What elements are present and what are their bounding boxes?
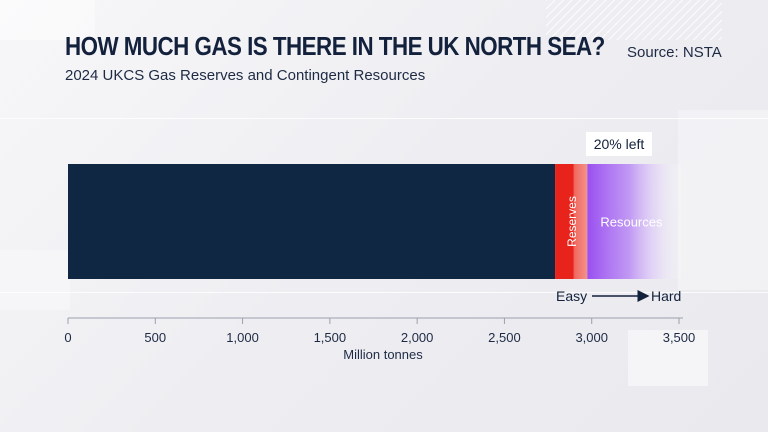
- callout-box: [586, 132, 652, 156]
- chart-subtitle: 2024 UKCS Gas Reserves and Contingent Re…: [65, 67, 426, 84]
- callout-label: 20% left: [594, 136, 645, 152]
- x-tick-label: 2,500: [488, 330, 521, 345]
- x-tick-label: 3,500: [663, 330, 696, 345]
- chart-title: How much gas is there in the UK North Se…: [65, 31, 605, 61]
- bar-segment-used: [68, 164, 556, 279]
- difficulty-scale: Easy Hard: [556, 288, 681, 304]
- bar-segment-resources: [587, 164, 681, 279]
- source-label: Source: NSTA: [627, 44, 722, 61]
- stacked-bar: Reserves Resources: [68, 164, 681, 279]
- x-axis-label: Million tonnes: [343, 347, 423, 362]
- x-tick-label: 1,000: [226, 330, 259, 345]
- scale-start-label: Easy: [556, 288, 587, 304]
- bar-label-reserves: Reserves: [565, 196, 579, 247]
- x-tick-label: 3,000: [575, 330, 608, 345]
- x-tick-label: 1,500: [314, 330, 347, 345]
- callout: 20% left: [586, 132, 652, 156]
- x-tick-label: 500: [144, 330, 166, 345]
- x-tick-label: 2,000: [401, 330, 434, 345]
- scale-end-label: Hard: [651, 288, 681, 304]
- x-tick-label: 0: [64, 330, 71, 345]
- x-axis-ticks: 0 500 1,000 1,500 2,000 2,500 3,000 3,500: [64, 318, 695, 345]
- bar-segment-reserves: [555, 164, 588, 279]
- bar-label-resources: Resources: [600, 215, 663, 230]
